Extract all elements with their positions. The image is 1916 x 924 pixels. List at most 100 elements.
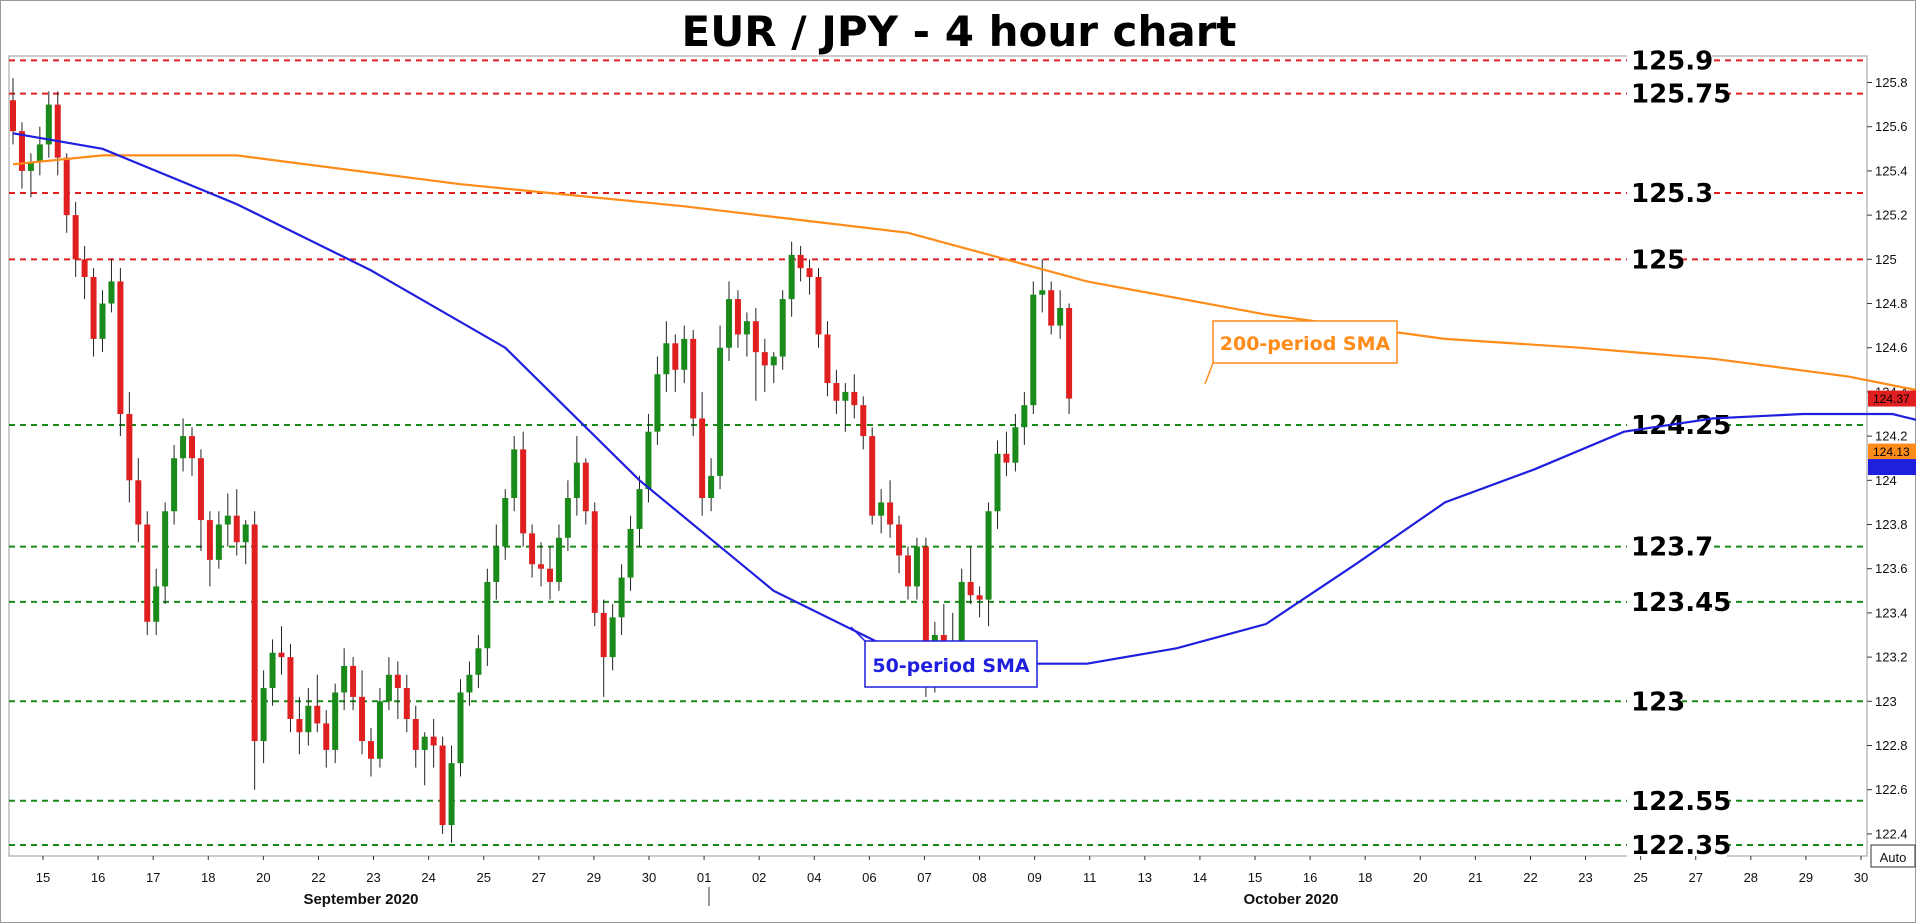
candle-body [278, 652, 285, 658]
auto-scale-label[interactable]: Auto [1880, 850, 1907, 865]
annotations: 200-period SMA 50-period SMA [850, 320, 1398, 688]
x-tick-label: 25 [1633, 870, 1647, 885]
candle-body [403, 688, 410, 719]
candle-body [269, 652, 276, 689]
candle-body [242, 524, 249, 543]
candle-body [878, 502, 885, 516]
y-tick-label: 122.4 [1875, 826, 1908, 841]
plot-frame [8, 55, 1868, 857]
level-label-bg [1627, 785, 1727, 816]
level-label-bg [1627, 410, 1727, 441]
candle-body [717, 347, 724, 476]
candle-body [905, 555, 911, 587]
candle-body [385, 674, 392, 702]
candle-body [699, 418, 706, 498]
candle-body [421, 736, 428, 750]
candle-body [359, 696, 366, 742]
y-tick-label: 123.6 [1875, 561, 1908, 576]
level-label: 123 [1631, 687, 1685, 717]
x-tick-label: 16 [1303, 870, 1317, 885]
y-tick-label: 124 [1875, 473, 1897, 488]
chart-title: EUR / JPY - 4 hour chart [682, 7, 1237, 56]
x-tick-label: 01 [697, 870, 711, 885]
y-tick-label: 125.8 [1875, 75, 1908, 90]
candle-body [958, 581, 965, 671]
level-label-bg [1627, 586, 1727, 617]
candle-body [851, 391, 858, 406]
candle-body [224, 515, 231, 525]
x-tick-label: 07 [917, 870, 931, 885]
candle-body [180, 436, 187, 459]
candle-body [27, 162, 34, 171]
candle-body [45, 104, 52, 145]
y-tick-label: 125.6 [1875, 119, 1908, 134]
candle-body [54, 104, 61, 158]
candle-body [994, 453, 1001, 512]
x-tick-label: 16 [91, 870, 105, 885]
y-tick-label: 123.2 [1875, 650, 1908, 665]
y-tick-label: 123 [1875, 694, 1897, 709]
candle-body [368, 741, 374, 759]
candle-body [18, 131, 25, 171]
x-tick-label: 02 [752, 870, 766, 885]
candle-body [824, 334, 831, 384]
candle-body [779, 299, 786, 357]
auto-scale-button[interactable] [1870, 844, 1916, 868]
candle-body [135, 480, 142, 525]
candle-body [1012, 427, 1019, 463]
candle-body [654, 374, 661, 432]
x-tick-label: 24 [421, 870, 435, 885]
candle-body [502, 497, 509, 547]
candle-body [752, 321, 759, 353]
candle-body [690, 338, 697, 419]
candle-body [663, 343, 670, 375]
x-tick-label: 22 [311, 870, 325, 885]
x-tick-label: 21 [1468, 870, 1482, 885]
y-tick-label: 125.2 [1875, 208, 1908, 223]
x-axis: 15 16 17 18 20 22 23 24 25 27 29 30 01 02 04 06 07 08 09 11… [36, 856, 1868, 908]
candle-body [1039, 290, 1046, 295]
x-tick-label: 25 [476, 870, 490, 885]
candle-body [323, 723, 330, 750]
level-label: 125.75 [1631, 80, 1731, 110]
level-label: 124.25 [1631, 411, 1731, 441]
y-tick-label: 122.6 [1875, 782, 1908, 797]
current-price-badge-bg [1868, 390, 1916, 407]
candle-body [708, 475, 715, 498]
candle-body [627, 528, 634, 578]
candle-body [457, 692, 464, 764]
sma-50-callout-box [864, 640, 1038, 688]
candle-body [520, 449, 527, 534]
candle-body [251, 524, 258, 742]
candle-body [394, 674, 401, 689]
candle-body [484, 581, 491, 649]
sma-200-callout-leader [1204, 362, 1214, 385]
x-tick-label: 20 [1413, 870, 1427, 885]
candle-body [233, 515, 240, 543]
candle-body [734, 299, 741, 335]
x-tick-label: 27 [1688, 870, 1702, 885]
candle-body [976, 595, 983, 600]
candle-body [332, 692, 339, 750]
candle-body [797, 254, 804, 269]
candle-body [493, 546, 500, 582]
candle-body [743, 321, 750, 335]
candle-body [1030, 294, 1037, 406]
candle-body [162, 511, 169, 587]
candle-body [90, 276, 97, 339]
candle-body [430, 736, 437, 746]
level-label-bg [1627, 686, 1682, 717]
x-tick-label: 20 [256, 870, 270, 885]
sma-50-line [12, 132, 1916, 665]
candle-body [726, 299, 732, 348]
x-tick-label: 30 [642, 870, 656, 885]
level-label: 123.45 [1631, 588, 1731, 618]
candle-body [206, 520, 213, 560]
level-label-bg [1627, 531, 1712, 562]
candle-body [547, 568, 553, 582]
level-label: 125 [1631, 245, 1685, 275]
candle-body [10, 100, 16, 132]
level-lines: 125.9 125.75 125.3 125 124.25 123.7 123.45 123 1… [9, 45, 1867, 861]
x-tick-label: 18 [201, 870, 215, 885]
